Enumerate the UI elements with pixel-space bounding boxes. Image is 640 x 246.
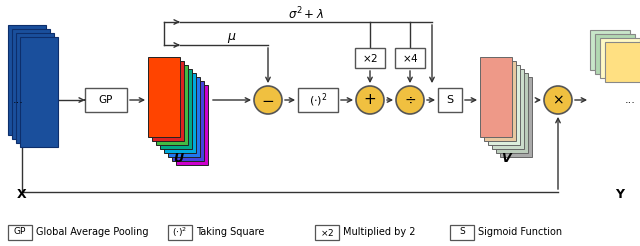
Bar — [16, 33, 54, 143]
Ellipse shape — [254, 86, 282, 114]
Text: GP: GP — [14, 228, 26, 236]
Bar — [176, 85, 208, 165]
Bar — [152, 61, 184, 141]
Text: $\sigma^2 + \lambda$: $\sigma^2 + \lambda$ — [288, 6, 324, 22]
Bar — [480, 57, 512, 137]
Text: $(\cdot)^2$: $(\cdot)^2$ — [308, 91, 327, 109]
Bar — [438, 88, 462, 112]
Text: Y: Y — [616, 188, 625, 201]
Text: Taking Square: Taking Square — [196, 227, 264, 237]
Bar — [500, 77, 532, 157]
Bar — [395, 48, 425, 68]
Bar — [148, 57, 180, 137]
Text: $\times$2: $\times$2 — [320, 227, 334, 237]
Bar — [450, 225, 474, 240]
Bar — [492, 69, 524, 149]
Bar — [8, 225, 32, 240]
Text: $\times$: $\times$ — [552, 93, 564, 107]
Bar — [168, 225, 192, 240]
Text: $(\cdot)^2$: $(\cdot)^2$ — [172, 225, 188, 239]
Text: $\mu$: $\mu$ — [227, 31, 237, 45]
Bar — [315, 225, 339, 240]
Bar — [160, 69, 192, 149]
Text: $-$: $-$ — [261, 92, 275, 108]
Bar — [156, 65, 188, 145]
Bar — [12, 29, 50, 139]
Text: $\div$: $\div$ — [404, 93, 416, 107]
Text: V: V — [501, 152, 511, 165]
Bar — [488, 65, 520, 145]
Text: $\times$4: $\times$4 — [402, 52, 419, 64]
Text: GP: GP — [99, 95, 113, 105]
Bar — [85, 88, 127, 112]
Bar — [484, 61, 516, 141]
Text: ...: ... — [13, 95, 24, 105]
Bar — [298, 88, 338, 112]
Text: Global Average Pooling: Global Average Pooling — [36, 227, 148, 237]
Ellipse shape — [396, 86, 424, 114]
Bar — [8, 25, 46, 135]
Bar — [590, 30, 630, 70]
Ellipse shape — [544, 86, 572, 114]
Bar — [605, 42, 640, 82]
Bar — [172, 81, 204, 161]
Bar — [355, 48, 385, 68]
Bar — [600, 38, 640, 78]
Bar — [20, 37, 58, 147]
Ellipse shape — [356, 86, 384, 114]
Bar — [168, 77, 200, 157]
Text: X: X — [17, 188, 27, 201]
Bar — [595, 34, 635, 74]
Text: Multiplied by 2: Multiplied by 2 — [343, 227, 415, 237]
Text: U: U — [173, 152, 183, 165]
Text: S: S — [459, 228, 465, 236]
Bar — [164, 73, 196, 153]
Text: $+$: $+$ — [364, 92, 376, 108]
Text: Sigmoid Function: Sigmoid Function — [478, 227, 562, 237]
Text: ...: ... — [625, 95, 636, 105]
Text: $\times$2: $\times$2 — [362, 52, 378, 64]
Bar — [496, 73, 528, 153]
Text: S: S — [447, 95, 454, 105]
